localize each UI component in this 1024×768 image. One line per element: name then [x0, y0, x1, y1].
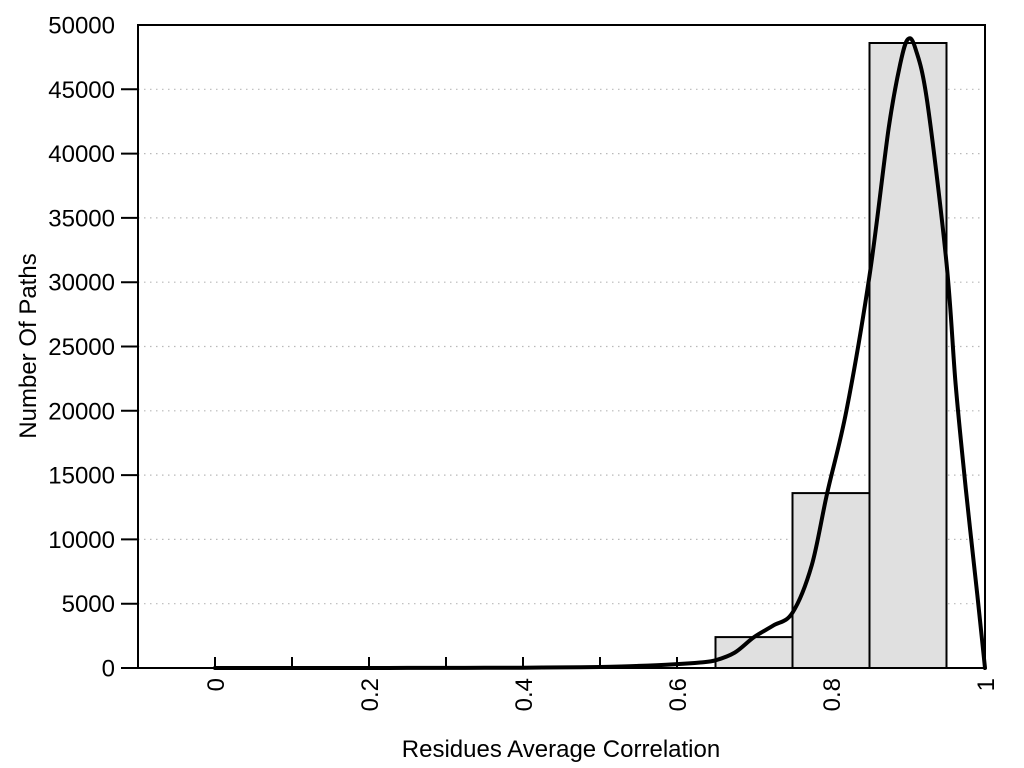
y-axis-title: Number Of Paths [15, 253, 42, 438]
x-tick-label: 1 [973, 678, 1000, 691]
y-tick-label: 45000 [48, 77, 115, 104]
histogram-bars-layer [714, 42, 948, 669]
tick-labels-layer: 0 5000 10000 15000 20000 25000 30000 35000 40000… [48, 13, 1000, 712]
histogram-bar [714, 636, 794, 669]
y-tick-label: 25000 [48, 334, 115, 361]
y-tick-label: 20000 [48, 398, 115, 425]
y-ticks-layer [121, 88, 138, 669]
y-tick-label: 30000 [48, 270, 115, 297]
y-tick-label: 40000 [48, 141, 115, 168]
y-tick-label: 15000 [48, 463, 115, 490]
x-tick-label: 0 [203, 678, 230, 691]
fit-curve-layer [213, 36, 987, 670]
y-tick-label: 5000 [62, 591, 115, 618]
x-tick-label: 0.8 [819, 678, 846, 711]
y-tick-label: 50000 [48, 13, 115, 40]
x-tick-label: 0.6 [665, 678, 692, 711]
fit-curve [213, 36, 987, 670]
histogram-bar [868, 42, 948, 669]
y-tick-label: 0 [102, 656, 115, 683]
x-tick-label: 0.2 [357, 678, 384, 711]
y-tick-label: 35000 [48, 205, 115, 232]
x-axis-title: Residues Average Correlation [402, 736, 720, 763]
x-tick-label: 0.4 [511, 678, 538, 711]
histogram-bar [791, 492, 871, 669]
y-tick-label: 10000 [48, 527, 115, 554]
